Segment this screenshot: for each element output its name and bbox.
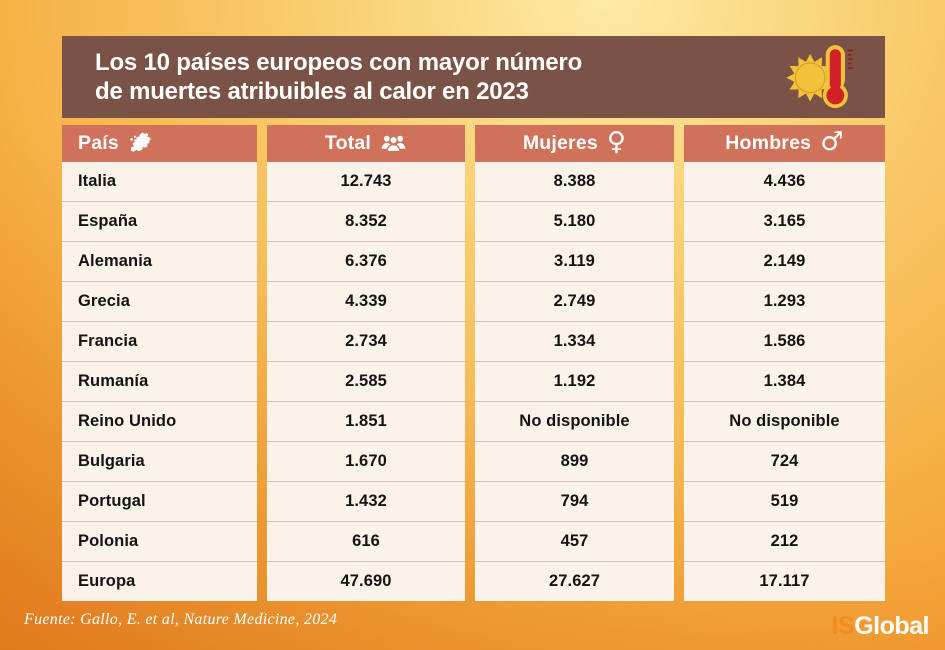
total-cell: 1.851 [267,401,465,441]
isglobal-logo-global: Global [854,612,929,640]
country-cell: Bulgaria [62,441,257,481]
column-header-total-label: Total [324,132,372,154]
column-body-mujeres: 8.388 5.180 3.119 2.749 1.334 1.192 No d… [475,162,674,601]
mujeres-cell: 3.119 [475,241,674,281]
total-cell: 1.432 [267,481,465,521]
mujeres-cell: 794 [475,481,674,521]
hombres-cell: 212 [684,521,885,561]
mujeres-cell: 5.180 [475,201,674,241]
mujeres-cell: 27.627 [475,561,674,601]
isglobal-logo: ISGlobal [831,612,930,641]
country-cell: Rumanía [62,361,257,401]
mujeres-cell: 899 [475,441,674,481]
column-body-hombres: 4.436 3.165 2.149 1.293 1.586 1.384 No d… [684,162,885,601]
total-cell: 1.670 [267,441,465,481]
page-title: Los 10 países europeos con mayor número … [62,48,582,106]
hombres-cell: 4.436 [763,172,806,190]
total-cell: 6.376 [267,241,465,281]
country-cell: Europa [62,561,257,601]
mujeres-cell: 1.192 [475,361,674,401]
title-line-1: Los 10 países europeos con mayor número [95,49,583,76]
country-cell: Reino Unido [62,401,257,441]
mujeres-cell: 2.749 [475,281,674,321]
column-header-pais-label: País [78,132,119,154]
total-cell: 8.352 [267,201,465,241]
mujeres-cell: 8.388 [553,172,596,190]
hombres-cell: 2.149 [684,241,885,281]
hombres-cell: 519 [684,481,885,521]
total-cell: 616 [267,521,465,561]
mujeres-cell: 457 [475,521,674,561]
total-cell: 4.339 [267,281,465,321]
column-total: Total 12.743 8 [267,125,465,601]
country-cell: Portugal [62,481,257,521]
column-header-hombres: Hombres ♂ [684,125,885,162]
europe-map-icon [128,132,154,155]
hombres-cell: 1.586 [684,321,885,361]
mujeres-cell: No disponible [475,401,674,441]
hombres-cell: 3.165 [684,201,885,241]
country-cell: Italia [78,172,117,190]
column-header-hombres-label: Hombres [725,132,812,154]
hombres-cell: 724 [684,441,885,481]
column-body-pais: Italia España Alemania Grecia Francia Ru… [62,162,257,601]
hombres-cell: No disponible [684,401,885,441]
column-header-mujeres-label: Mujeres [522,132,598,154]
total-cell: 2.734 [267,321,465,361]
source-text: Fuente: Gallo, E. et al, Nature Medicine… [24,611,338,628]
column-pais: País Italia España Alemania Grecia Franc… [62,125,257,601]
country-cell: Alemania [62,241,257,281]
data-table: País Italia España Alemania Grecia Franc… [62,125,885,601]
total-cell: 2.585 [267,361,465,401]
male-icon: ♂ [820,127,844,157]
title-line-2: de muertes atribuibles al calor en 2023 [95,78,529,105]
column-body-total: 12.743 8.352 6.376 4.339 2.734 2.585 1.8… [267,162,465,601]
column-mujeres: Mujeres ♀ 8.388 5.180 3.119 2.749 1.334 … [475,125,674,601]
isglobal-logo-is: IS [831,612,855,640]
people-icon [380,134,407,153]
hombres-cell: 1.384 [684,361,885,401]
hombres-cell: 1.293 [684,281,885,321]
female-icon: ♀ [606,127,627,157]
title-bar: Los 10 países europeos con mayor número … [62,36,885,118]
column-header-mujeres: Mujeres ♀ [475,125,674,162]
column-hombres: Hombres ♂ 4.436 3.165 2.149 1.293 1.586 … [684,125,885,601]
sun-thermometer-icon [785,40,859,114]
total-cell: 12.743 [340,172,392,190]
total-cell: 47.690 [267,561,465,601]
column-header-pais: País [62,125,257,162]
mujeres-cell: 1.334 [475,321,674,361]
country-cell: España [62,201,257,241]
column-header-total: Total [267,125,465,162]
country-cell: Polonia [62,521,257,561]
country-cell: Francia [62,321,257,361]
hombres-cell: 17.117 [684,561,885,601]
country-cell: Grecia [62,281,257,321]
